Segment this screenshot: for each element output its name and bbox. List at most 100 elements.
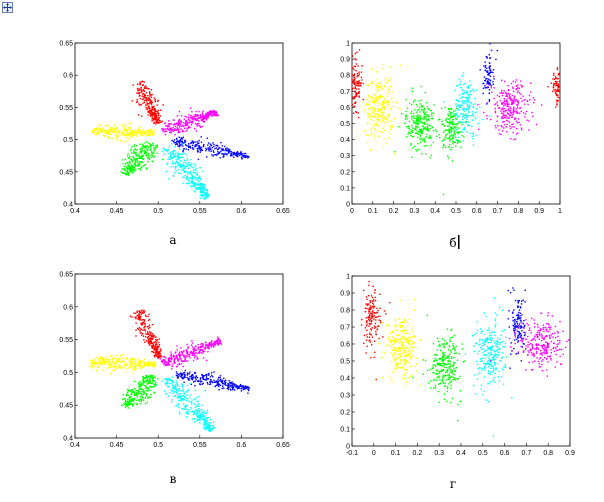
data-point (124, 129, 127, 131)
data-point (164, 122, 166, 124)
data-point (362, 101, 364, 103)
data-point (511, 94, 513, 97)
data-point (449, 140, 451, 142)
data-point (520, 127, 523, 129)
data-point (184, 408, 186, 411)
data-point (131, 131, 133, 134)
data-point (418, 120, 421, 122)
data-point (136, 314, 138, 317)
data-point (528, 120, 530, 122)
move-handle-button[interactable] (2, 2, 13, 13)
data-point (180, 395, 182, 397)
data-point (378, 89, 380, 91)
data-point (147, 336, 149, 338)
data-point (502, 108, 504, 111)
data-point (175, 123, 177, 125)
data-point (503, 121, 505, 123)
data-point (516, 100, 518, 102)
data-point (147, 95, 149, 97)
data-point (376, 311, 378, 314)
data-point (461, 89, 463, 91)
data-point (419, 134, 422, 136)
data-point (177, 145, 179, 147)
data-point (225, 381, 227, 384)
data-point (156, 351, 159, 353)
data-point (155, 116, 158, 118)
data-point (180, 359, 183, 361)
data-point (173, 153, 175, 155)
data-point (158, 121, 160, 124)
data-point (152, 134, 155, 136)
data-point (144, 341, 146, 343)
data-point (147, 387, 150, 389)
data-point (217, 380, 219, 382)
data-point (370, 116, 372, 118)
data-point (559, 84, 560, 86)
x-tick-label: 0.65 (276, 208, 290, 215)
y-tick-label: 0.2 (340, 169, 350, 176)
data-point (392, 105, 395, 108)
data-point (448, 129, 451, 131)
data-point (504, 103, 506, 105)
data-point (90, 361, 93, 364)
data-point (219, 375, 222, 377)
data-point (371, 327, 373, 329)
data-point (452, 134, 454, 136)
data-point (455, 145, 457, 147)
data-point (208, 150, 210, 152)
data-point (456, 112, 458, 115)
data-point (196, 171, 198, 174)
data-point (209, 424, 211, 427)
data-point (472, 119, 474, 121)
data-point (136, 362, 139, 365)
data-point (196, 404, 199, 406)
data-point (513, 112, 515, 114)
data-point (130, 389, 133, 391)
data-point (509, 109, 512, 112)
data-point (352, 112, 355, 114)
data-point (208, 113, 210, 116)
data-point (172, 174, 175, 176)
data-point (138, 155, 140, 157)
data-point (147, 319, 150, 322)
data-point (108, 137, 110, 139)
data-point (455, 118, 458, 120)
data-point (127, 407, 129, 409)
data-point (437, 119, 440, 121)
data-point (206, 194, 208, 197)
data-point (191, 399, 193, 401)
data-point (120, 139, 122, 142)
data-point (509, 106, 511, 108)
data-point (230, 152, 232, 154)
data-point (189, 351, 192, 353)
data-point (361, 65, 363, 67)
data-point (122, 366, 125, 369)
data-point (556, 104, 558, 106)
data-point (144, 402, 147, 405)
data-point (118, 365, 121, 368)
data-point (140, 132, 143, 134)
data-point (129, 132, 131, 134)
data-point (156, 119, 158, 121)
data-point (457, 127, 460, 129)
data-point (192, 374, 194, 377)
data-point (202, 412, 205, 414)
data-point (149, 102, 151, 104)
data-point (239, 385, 241, 387)
data-point (142, 380, 145, 382)
data-point (553, 72, 555, 75)
data-point (195, 188, 198, 190)
data-point (380, 121, 382, 123)
data-point (181, 169, 183, 171)
data-point (113, 367, 115, 369)
data-point (447, 113, 449, 115)
data-point (148, 158, 151, 161)
data-point (139, 161, 141, 163)
data-point (154, 116, 156, 118)
data-point (484, 85, 486, 87)
data-point (197, 183, 199, 185)
data-point (201, 190, 203, 193)
data-point (167, 126, 169, 128)
data-point (206, 410, 209, 412)
data-point (512, 109, 515, 111)
